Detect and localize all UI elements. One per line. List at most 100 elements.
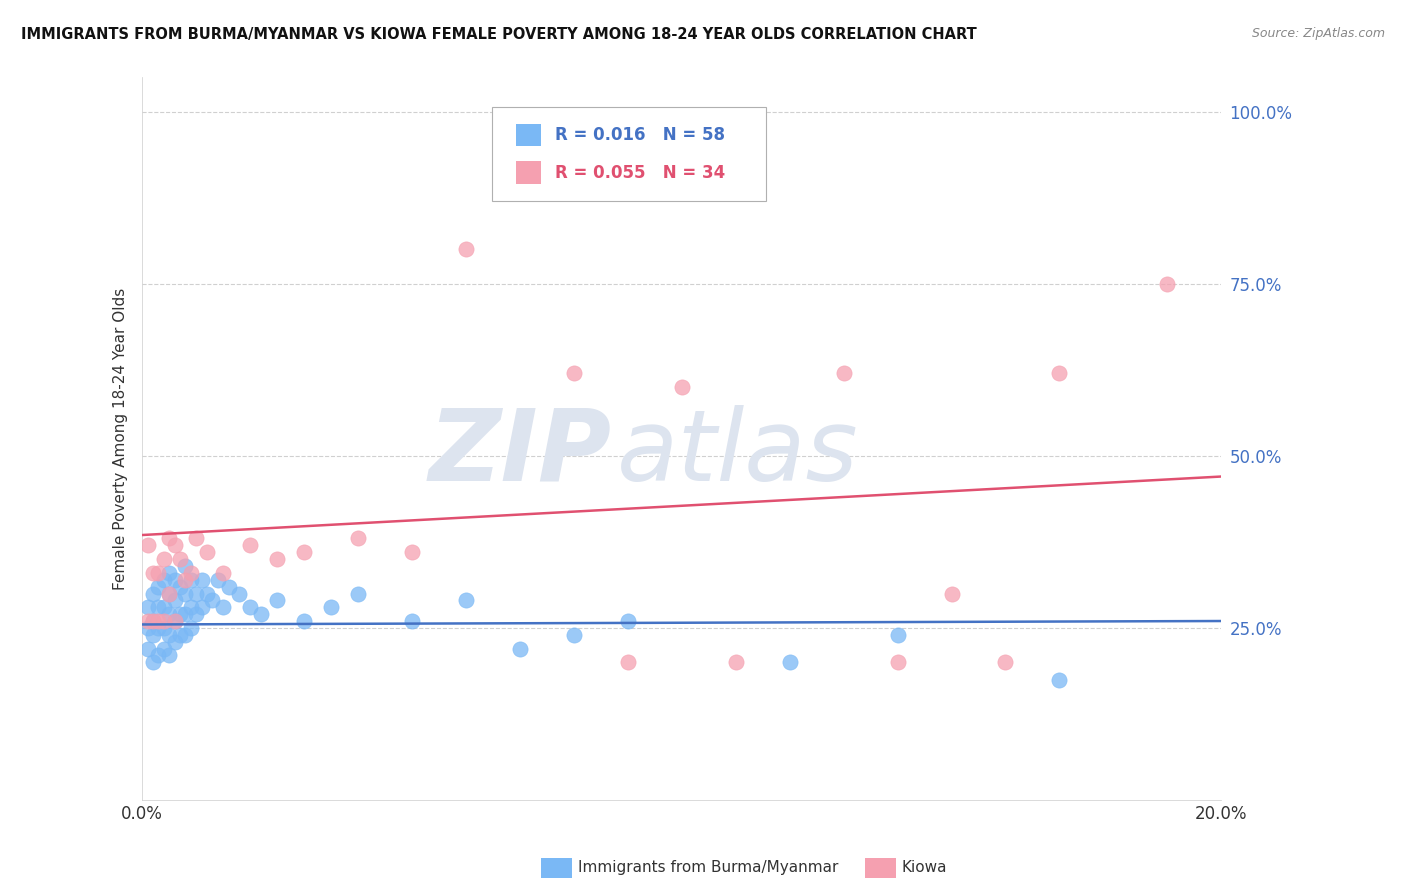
Point bbox=[617, 655, 640, 669]
Point bbox=[994, 655, 1017, 669]
Point bbox=[724, 655, 747, 669]
Point bbox=[163, 614, 186, 628]
Point bbox=[617, 614, 640, 628]
Point bbox=[174, 573, 197, 587]
Point bbox=[157, 607, 180, 622]
Point bbox=[266, 593, 288, 607]
Point bbox=[157, 586, 180, 600]
Point bbox=[509, 641, 531, 656]
Point bbox=[401, 545, 423, 559]
Text: atlas: atlas bbox=[617, 405, 859, 501]
Point bbox=[832, 367, 855, 381]
Point bbox=[142, 614, 165, 628]
Text: R = 0.055   N = 34: R = 0.055 N = 34 bbox=[555, 163, 725, 181]
Point bbox=[163, 614, 186, 628]
Point bbox=[195, 545, 218, 559]
Point bbox=[212, 566, 235, 580]
Point bbox=[163, 634, 186, 648]
Point bbox=[174, 559, 197, 574]
Point bbox=[136, 614, 159, 628]
Point bbox=[1156, 277, 1178, 291]
Point bbox=[292, 614, 315, 628]
Text: IMMIGRANTS FROM BURMA/MYANMAR VS KIOWA FEMALE POVERTY AMONG 18-24 YEAR OLDS CORR: IMMIGRANTS FROM BURMA/MYANMAR VS KIOWA F… bbox=[21, 27, 977, 42]
Point bbox=[163, 593, 186, 607]
Point bbox=[153, 600, 176, 615]
Point bbox=[174, 628, 197, 642]
Point bbox=[180, 573, 202, 587]
Point bbox=[142, 586, 165, 600]
Point bbox=[239, 600, 262, 615]
Point bbox=[142, 628, 165, 642]
Point bbox=[228, 586, 250, 600]
Point bbox=[671, 380, 693, 394]
Point bbox=[212, 600, 235, 615]
Point bbox=[157, 532, 180, 546]
Point bbox=[153, 552, 176, 566]
Point bbox=[195, 586, 218, 600]
Point bbox=[153, 641, 176, 656]
Point bbox=[266, 552, 288, 566]
Point bbox=[218, 580, 240, 594]
Point bbox=[292, 545, 315, 559]
Point bbox=[148, 621, 170, 635]
Point bbox=[136, 600, 159, 615]
Point bbox=[186, 586, 208, 600]
Point bbox=[157, 628, 180, 642]
Point bbox=[886, 628, 908, 642]
Point bbox=[148, 648, 170, 663]
Point bbox=[148, 580, 170, 594]
Point bbox=[454, 593, 477, 607]
Point bbox=[562, 628, 585, 642]
Point bbox=[180, 566, 202, 580]
Point bbox=[239, 538, 262, 552]
Text: Immigrants from Burma/Myanmar: Immigrants from Burma/Myanmar bbox=[578, 860, 838, 874]
Point bbox=[562, 367, 585, 381]
Point bbox=[136, 621, 159, 635]
Point bbox=[169, 552, 191, 566]
Point bbox=[157, 648, 180, 663]
Point bbox=[190, 600, 212, 615]
Point bbox=[180, 621, 202, 635]
Point bbox=[153, 573, 176, 587]
Point bbox=[163, 538, 186, 552]
Point bbox=[779, 655, 801, 669]
Point bbox=[153, 614, 176, 628]
Point bbox=[157, 566, 180, 580]
Point bbox=[186, 607, 208, 622]
Point bbox=[157, 586, 180, 600]
Point bbox=[169, 580, 191, 594]
Point bbox=[180, 600, 202, 615]
Text: Kiowa: Kiowa bbox=[901, 860, 946, 874]
Point bbox=[1047, 673, 1070, 687]
Point bbox=[401, 614, 423, 628]
Text: Source: ZipAtlas.com: Source: ZipAtlas.com bbox=[1251, 27, 1385, 40]
Y-axis label: Female Poverty Among 18-24 Year Olds: Female Poverty Among 18-24 Year Olds bbox=[114, 287, 128, 590]
Point bbox=[174, 607, 197, 622]
Text: ZIP: ZIP bbox=[429, 405, 612, 501]
Point bbox=[148, 600, 170, 615]
Point bbox=[163, 573, 186, 587]
Point bbox=[169, 607, 191, 622]
Point bbox=[347, 532, 370, 546]
Point bbox=[148, 566, 170, 580]
Point bbox=[190, 573, 212, 587]
Point bbox=[136, 538, 159, 552]
Point bbox=[886, 655, 908, 669]
Point bbox=[250, 607, 273, 622]
Point bbox=[347, 586, 370, 600]
Point bbox=[454, 243, 477, 257]
Text: R = 0.016   N = 58: R = 0.016 N = 58 bbox=[555, 127, 725, 145]
Point bbox=[941, 586, 963, 600]
Point bbox=[1047, 367, 1070, 381]
Point bbox=[321, 600, 343, 615]
Point bbox=[169, 628, 191, 642]
Point bbox=[148, 614, 170, 628]
Point bbox=[153, 621, 176, 635]
Point bbox=[207, 573, 229, 587]
Point bbox=[186, 532, 208, 546]
Point bbox=[142, 655, 165, 669]
Point bbox=[201, 593, 224, 607]
Point bbox=[142, 614, 165, 628]
Point bbox=[136, 641, 159, 656]
Point bbox=[174, 586, 197, 600]
